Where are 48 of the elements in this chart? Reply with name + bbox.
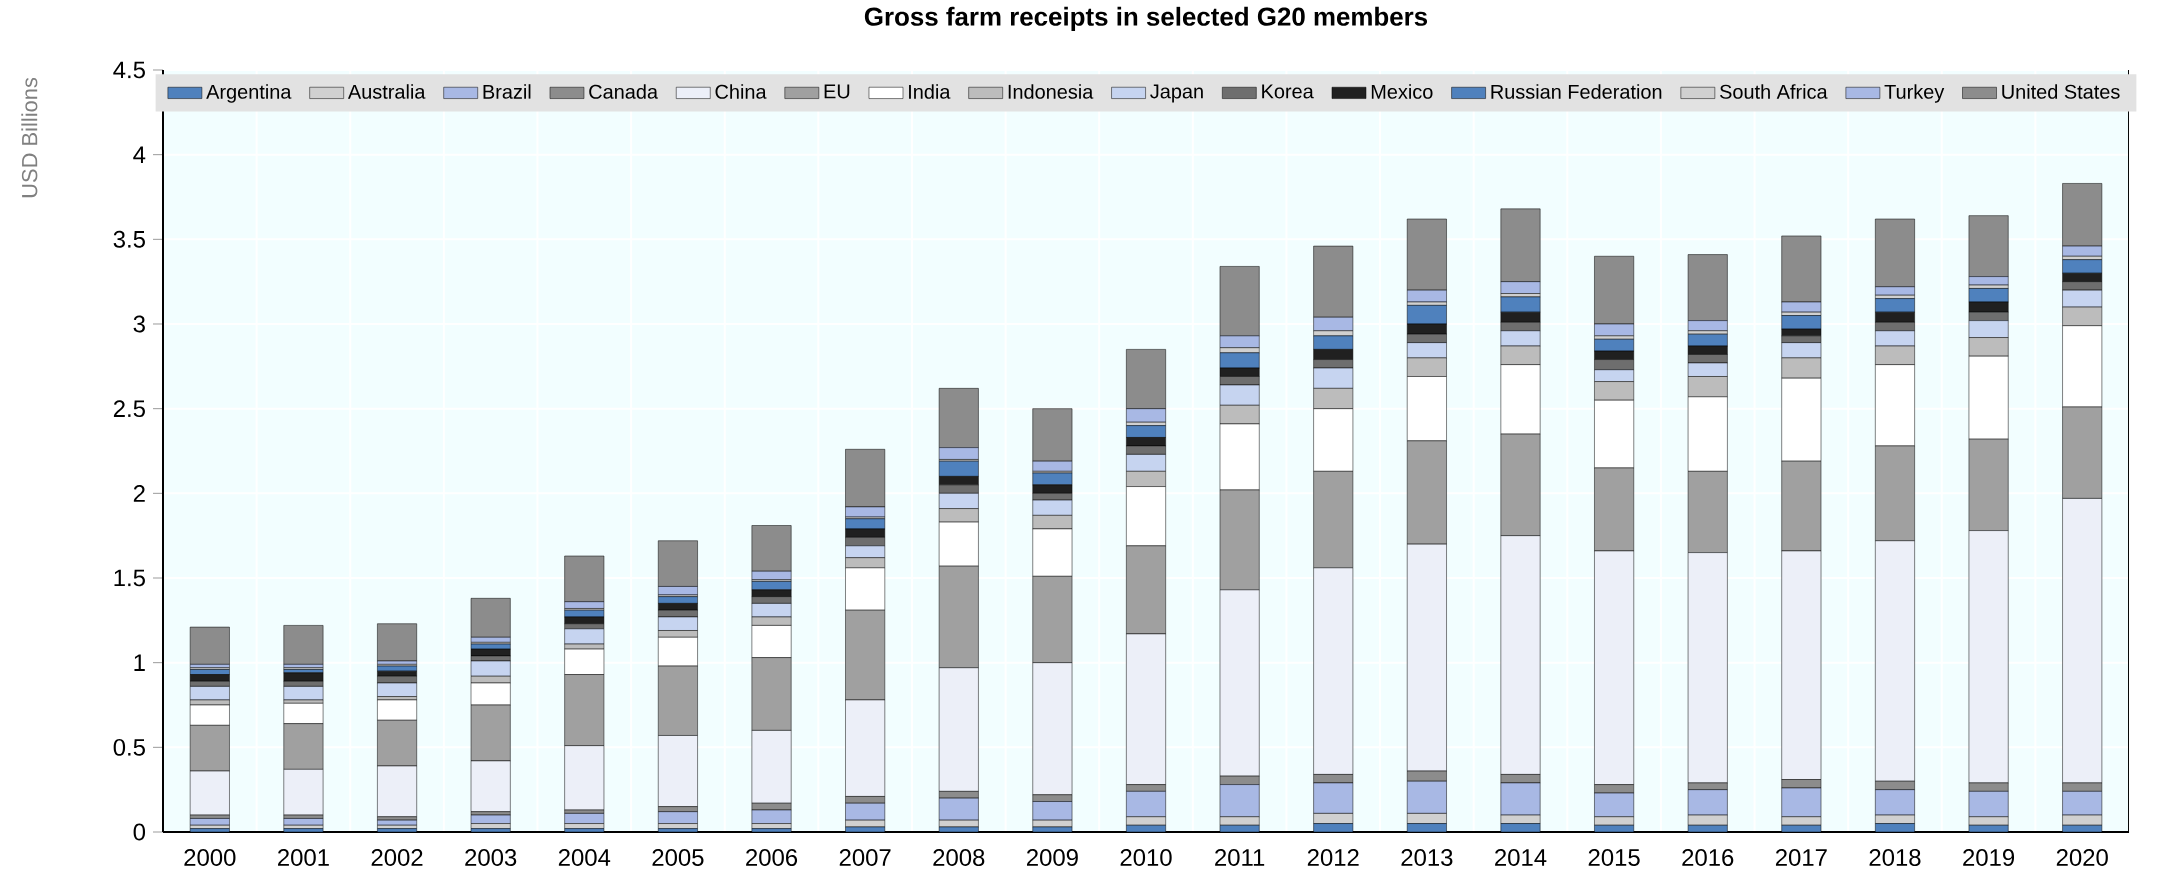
x-tick-label: 2017 bbox=[1775, 849, 1827, 866]
x-tick-label: 2004 bbox=[558, 849, 611, 866]
x-tick-label: 2007 bbox=[839, 849, 891, 866]
x-tick-label: 2000 bbox=[184, 849, 236, 866]
legend-label: Australia bbox=[347, 84, 426, 99]
y-tick-label: 1.5 bbox=[114, 569, 145, 587]
x-tick-label: 2012 bbox=[1307, 849, 1359, 866]
chart-title: Gross farm receipts in selected G20 members bbox=[864, 6, 1428, 31]
x-tick-label: 2019 bbox=[1963, 849, 2015, 866]
legend-label: United States bbox=[2002, 84, 2120, 99]
x-tick-label: 2008 bbox=[933, 849, 985, 866]
x-tick-label: 2016 bbox=[1682, 849, 1734, 866]
y-tick-label: 0 bbox=[133, 823, 146, 841]
legend-label: Turkey bbox=[1884, 84, 1945, 103]
x-tick-label: 2006 bbox=[746, 849, 798, 866]
legend-label: Argentina bbox=[206, 84, 292, 103]
x-tick-label: 2005 bbox=[652, 849, 704, 866]
x-tick-label: 2002 bbox=[371, 849, 423, 866]
y-tick-label: 4 bbox=[133, 146, 146, 163]
x-tick-label: 2013 bbox=[1401, 849, 1453, 866]
x-tick-label: 2011 bbox=[1215, 849, 1265, 866]
legend-label: EU bbox=[824, 84, 850, 99]
y-tick-label: 3 bbox=[133, 315, 145, 333]
legend-label: Indonesia bbox=[1008, 84, 1094, 99]
x-tick-label: 2003 bbox=[465, 849, 517, 866]
y-tick-label: 3.5 bbox=[113, 230, 145, 248]
legend-label: Japan bbox=[1150, 84, 1203, 103]
x-tick-label: 2014 bbox=[1495, 849, 1547, 866]
legend-label: South Africa bbox=[1720, 84, 1828, 99]
x-tick-label: 2015 bbox=[1588, 849, 1640, 866]
x-tick-label: 2009 bbox=[1026, 849, 1078, 866]
x-tick-label: 2010 bbox=[1120, 849, 1172, 866]
legend-label: China bbox=[715, 84, 767, 99]
x-tick-label: 2018 bbox=[1869, 849, 1921, 866]
legend-label: Mexico bbox=[1371, 84, 1433, 99]
legend-label: Brazil bbox=[483, 84, 531, 99]
x-tick-label: 2001 bbox=[278, 849, 329, 866]
legend-label: India bbox=[909, 84, 951, 99]
y-tick-label: 1 bbox=[134, 654, 145, 671]
y-tick-label: 0.5 bbox=[113, 738, 145, 756]
y-axis-title: USD Billions bbox=[21, 77, 38, 198]
y-tick-label: 2.5 bbox=[113, 400, 145, 418]
legend-label: Russian Federation bbox=[1491, 84, 1662, 99]
x-tick-label: 2020 bbox=[2056, 849, 2108, 866]
y-tick-label: 2 bbox=[133, 484, 145, 502]
legend-label: Korea bbox=[1262, 84, 1314, 99]
y-tick-label: 4.5 bbox=[113, 61, 145, 79]
legend-label: Canada bbox=[589, 84, 659, 99]
